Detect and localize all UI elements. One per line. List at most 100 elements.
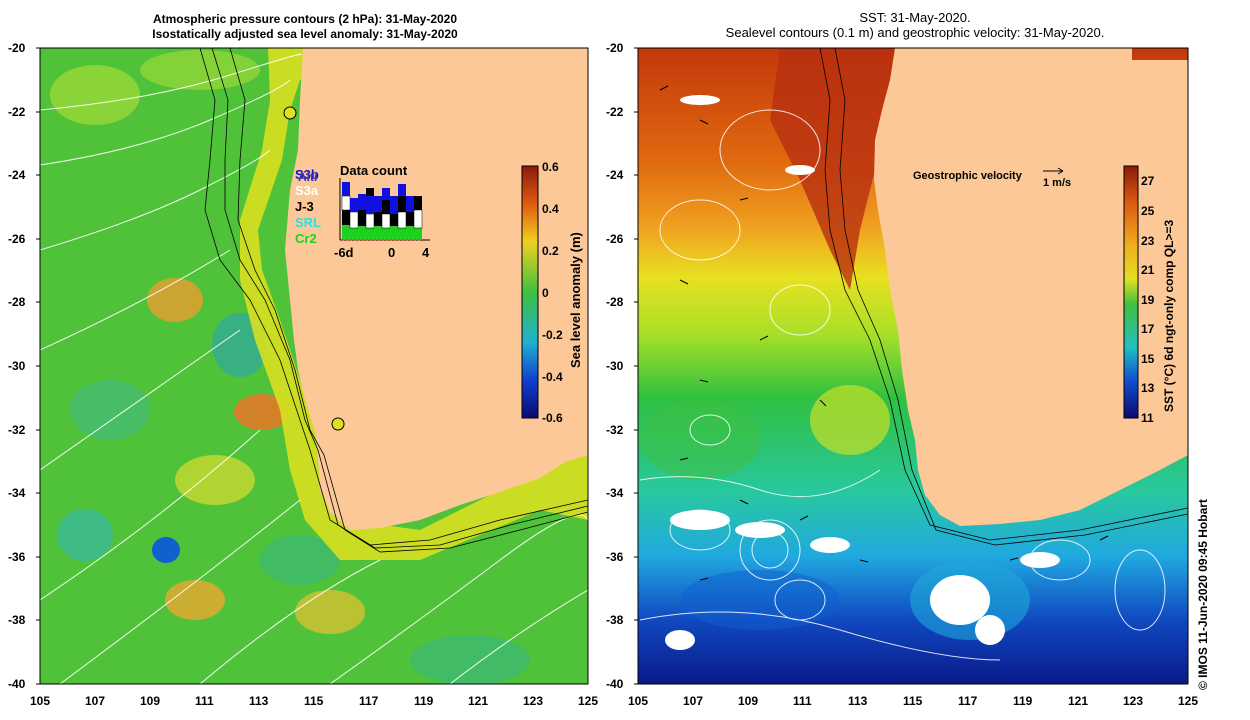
lon-tick-label: 111 <box>793 694 812 708</box>
histogram-xtick: 4 <box>422 245 430 260</box>
land-mass <box>285 48 588 530</box>
lat-tick-label: -20 <box>8 41 26 55</box>
left-map-area <box>40 48 588 684</box>
mission-label-s3a: S3a <box>295 183 319 198</box>
right-map-area <box>638 48 1188 684</box>
lat-tick-label: -26 <box>8 232 26 246</box>
lon-tick-label: 125 <box>578 694 599 708</box>
sla-tick: 0.2 <box>542 244 559 258</box>
lon-tick-label: 105 <box>628 694 649 708</box>
bathymetry-contours <box>199 48 588 553</box>
right-panel-title: SST: 31-May-2020. Sealevel contours (0.1… <box>640 10 1190 40</box>
lon-tick-label: 121 <box>468 694 489 708</box>
sla-tick: -0.6 <box>542 411 563 425</box>
lat-tick-label: -28 <box>8 295 26 309</box>
lat-tick-label: -34 <box>8 486 26 500</box>
lat-tick-label: -28 <box>606 295 624 309</box>
circle-marker-icon[interactable] <box>283 106 297 120</box>
lon-tick-label: 105 <box>30 694 51 708</box>
lon-tick-label: 107 <box>683 694 704 708</box>
data-count-title: Data count <box>340 163 408 178</box>
lon-tick-label: 121 <box>1068 694 1089 708</box>
lat-tick-label: -32 <box>606 423 624 437</box>
lon-tick-label: 125 <box>1178 694 1199 708</box>
lat-tick-label: -34 <box>606 486 624 500</box>
sst-tick: 27 <box>1141 174 1155 188</box>
lon-tick-label: 119 <box>414 694 434 708</box>
pressure-contours <box>40 53 588 684</box>
left-title-line1: Atmospheric pressure contours (2 hPa): 3… <box>152 12 458 26</box>
lat-tick-label: -30 <box>606 359 624 373</box>
data-count-histogram <box>339 178 430 241</box>
lat-tick-label: -22 <box>606 105 624 119</box>
lon-tick-label: 119 <box>1013 694 1033 708</box>
histogram-xtick: 0 <box>388 245 396 260</box>
sst-tick: 15 <box>1141 352 1155 366</box>
sst-tick: 11 <box>1141 411 1154 425</box>
sla-colorbar-title: Sea level anomaly (m) <box>568 232 583 368</box>
lon-tick-label: 109 <box>738 694 759 708</box>
axis-ticks <box>36 47 638 685</box>
lon-tick-label: 123 <box>523 694 544 708</box>
lon-tick-label: 113 <box>848 694 868 708</box>
lat-tick-label: -36 <box>606 550 624 564</box>
mission-label-srl: SRL <box>295 215 321 230</box>
lat-tick-label: -38 <box>606 613 624 627</box>
mission-label-s3b: S3b <box>295 167 319 182</box>
lat-tick-label: -38 <box>8 613 26 627</box>
geostrophic-velocity-label: Geostrophic velocity <box>913 170 1022 182</box>
mission-label-j3: J-3 <box>295 199 314 214</box>
copyright-text: © IMOS 11-Jun-2020 09:45 Hobart <box>1196 499 1210 690</box>
bathymetry-contours <box>819 48 1188 546</box>
left-title-line2: Isostatically adjusted sea level anomaly… <box>152 27 458 41</box>
histogram-xtick: -6d <box>334 245 354 260</box>
sealevel-contours <box>639 109 1166 661</box>
sla-tick: -0.4 <box>542 370 563 384</box>
lat-tick-label: -40 <box>8 677 26 691</box>
lon-tick-label: 107 <box>85 694 106 708</box>
sst-tick: 17 <box>1141 322 1155 336</box>
sst-colorbar-title: SST (°C) 6d ngt-only comp QL>=3 <box>1162 219 1176 412</box>
right-title-line2: Sealevel contours (0.1 m) and geostrophi… <box>725 25 1105 40</box>
sla-tick: 0.4 <box>542 202 559 216</box>
sla-tick: 0 <box>542 286 549 300</box>
lat-tick-label: -30 <box>8 359 26 373</box>
land-mass <box>874 48 1188 526</box>
velocity-vectors <box>659 85 1109 581</box>
sla-tick: 0.6 <box>542 160 559 174</box>
histogram-bars <box>341 182 423 240</box>
lat-tick-label: -20 <box>606 41 624 55</box>
lon-tick-label: 113 <box>249 694 269 708</box>
sla-colorbar <box>521 165 539 419</box>
lon-tick-label: 115 <box>903 694 923 708</box>
lat-tick-label: -24 <box>606 168 624 182</box>
sst-tick: 21 <box>1141 263 1155 277</box>
right-title-line1: SST: 31-May-2020. <box>859 10 971 25</box>
circle-marker-icon[interactable] <box>331 417 345 431</box>
sst-colorbar <box>1123 165 1139 419</box>
lon-tick-label: 117 <box>958 694 978 708</box>
lat-tick-label: -40 <box>606 677 624 691</box>
mission-label-overlap: Alti <box>298 170 318 184</box>
lon-tick-label: 111 <box>195 694 214 708</box>
sla-tick: -0.2 <box>542 328 563 342</box>
lon-tick-label: 109 <box>140 694 161 708</box>
sst-tick: 19 <box>1141 293 1155 307</box>
sst-tick: 23 <box>1141 234 1155 248</box>
geostrophic-velocity-scale: 1 m/s <box>1043 177 1072 189</box>
arrow-glyph-icon <box>1043 167 1064 175</box>
lat-tick-label: -26 <box>606 232 624 246</box>
cloud-mask <box>665 95 1060 650</box>
lat-tick-label: -32 <box>8 423 26 437</box>
lon-tick-label: 115 <box>304 694 324 708</box>
lat-tick-label: -36 <box>8 550 26 564</box>
lat-tick-label: -24 <box>8 168 26 182</box>
sst-tick: 25 <box>1141 204 1155 218</box>
lon-tick-label: 117 <box>359 694 379 708</box>
sst-tick: 13 <box>1141 381 1155 395</box>
lon-tick-label: 123 <box>1123 694 1144 708</box>
left-panel-title: Atmospheric pressure contours (2 hPa): 3… <box>40 12 570 42</box>
mission-label-cr2: Cr2 <box>295 231 317 246</box>
lat-tick-label: -22 <box>8 105 26 119</box>
